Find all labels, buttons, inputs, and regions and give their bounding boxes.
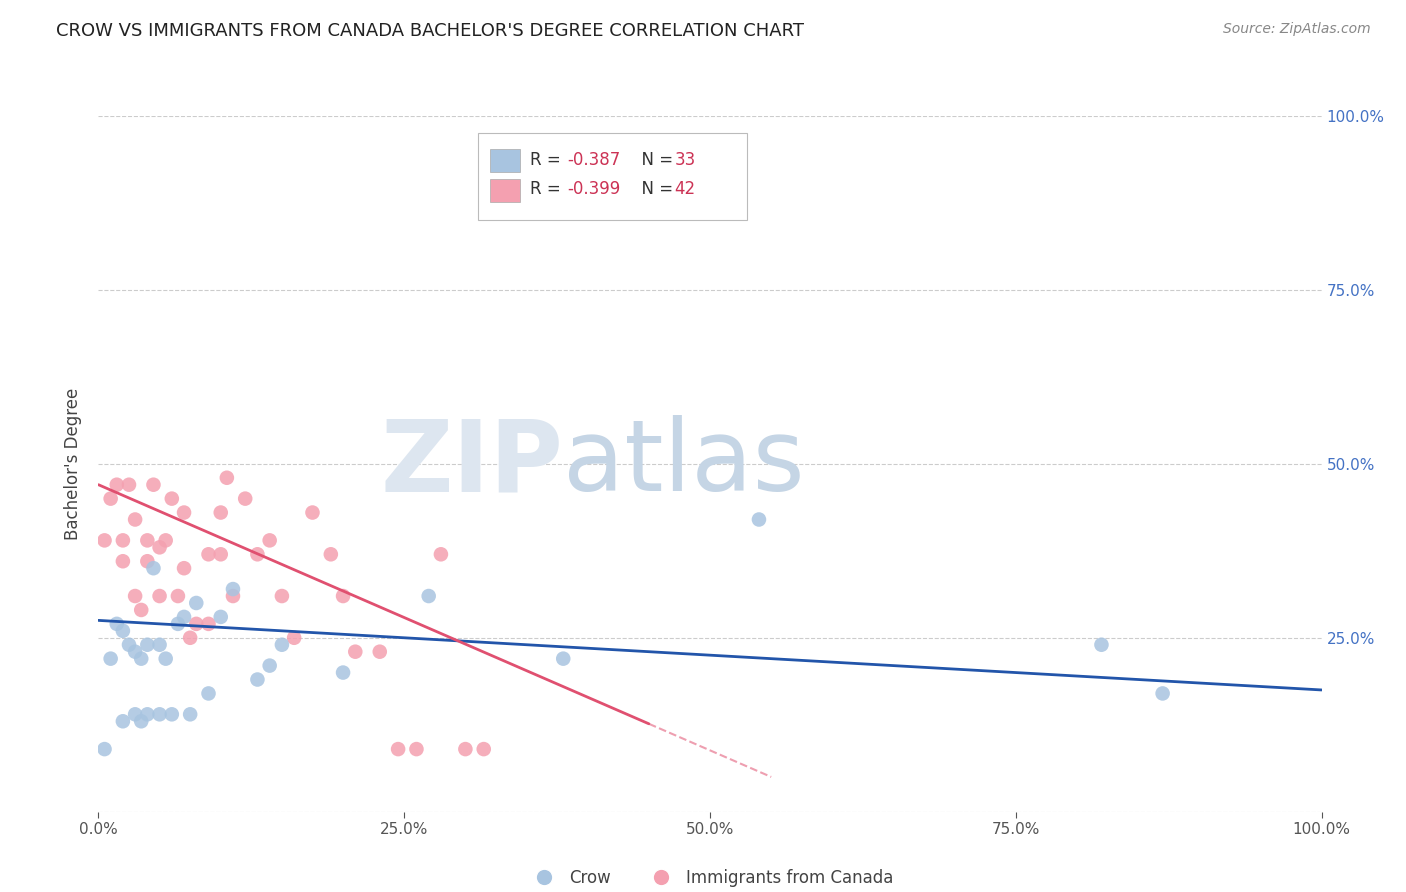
Point bbox=[270, 638, 294, 652]
Point bbox=[1090, 638, 1112, 652]
Point bbox=[105, 616, 128, 631]
Point bbox=[319, 547, 342, 561]
Point bbox=[553, 651, 575, 665]
Point bbox=[283, 631, 305, 645]
Point bbox=[197, 616, 219, 631]
FancyBboxPatch shape bbox=[478, 134, 747, 220]
Text: -0.399: -0.399 bbox=[567, 180, 620, 198]
Point bbox=[387, 742, 409, 756]
Text: 42: 42 bbox=[675, 180, 696, 198]
Point bbox=[332, 589, 354, 603]
Point bbox=[149, 707, 172, 722]
Point bbox=[222, 589, 245, 603]
Point bbox=[179, 707, 201, 722]
Point bbox=[215, 471, 238, 485]
Point bbox=[270, 589, 294, 603]
Point bbox=[118, 477, 141, 491]
Point bbox=[222, 582, 245, 596]
Text: Source: ZipAtlas.com: Source: ZipAtlas.com bbox=[1223, 22, 1371, 37]
Point bbox=[149, 638, 172, 652]
Point bbox=[155, 651, 177, 665]
Point bbox=[173, 561, 195, 575]
Point bbox=[100, 491, 122, 506]
Point bbox=[246, 673, 269, 687]
Text: atlas: atlas bbox=[564, 416, 804, 512]
Point bbox=[259, 533, 281, 548]
Point bbox=[246, 547, 269, 561]
Point bbox=[124, 645, 146, 659]
Point bbox=[129, 651, 152, 665]
Point bbox=[418, 589, 440, 603]
Point bbox=[160, 491, 183, 506]
Point bbox=[405, 742, 427, 756]
Point bbox=[233, 491, 256, 506]
Point bbox=[430, 547, 453, 561]
Point bbox=[186, 596, 208, 610]
Point bbox=[136, 554, 159, 568]
Point bbox=[111, 554, 134, 568]
Text: R =: R = bbox=[530, 151, 567, 169]
Text: 33: 33 bbox=[675, 151, 696, 169]
Point bbox=[124, 589, 146, 603]
Point bbox=[100, 651, 122, 665]
Point bbox=[129, 714, 152, 729]
Text: R =: R = bbox=[530, 180, 567, 198]
Text: N =: N = bbox=[630, 180, 678, 198]
Point bbox=[111, 714, 134, 729]
Point bbox=[209, 610, 232, 624]
Bar bbox=[489, 178, 520, 202]
Legend: Crow, Immigrants from Canada: Crow, Immigrants from Canada bbox=[520, 863, 900, 892]
Bar bbox=[489, 149, 520, 172]
Point bbox=[197, 547, 219, 561]
Point bbox=[93, 742, 115, 756]
Point bbox=[259, 658, 281, 673]
Point bbox=[368, 645, 391, 659]
Point bbox=[472, 742, 495, 756]
Point bbox=[149, 589, 172, 603]
Point bbox=[167, 589, 190, 603]
Text: ZIP: ZIP bbox=[381, 416, 564, 512]
Y-axis label: Bachelor's Degree: Bachelor's Degree bbox=[65, 388, 83, 540]
Point bbox=[173, 506, 195, 520]
Point bbox=[124, 707, 146, 722]
Point bbox=[105, 477, 128, 491]
Point bbox=[1152, 686, 1174, 700]
Point bbox=[167, 616, 190, 631]
Point bbox=[209, 547, 232, 561]
Point bbox=[136, 533, 159, 548]
Point bbox=[160, 707, 183, 722]
Point bbox=[155, 533, 177, 548]
Point bbox=[136, 638, 159, 652]
Point bbox=[111, 533, 134, 548]
Point bbox=[111, 624, 134, 638]
Point bbox=[301, 506, 323, 520]
Point bbox=[186, 616, 208, 631]
Point bbox=[332, 665, 354, 680]
Point bbox=[454, 742, 477, 756]
Point bbox=[149, 541, 172, 555]
Point bbox=[197, 686, 219, 700]
Point bbox=[344, 645, 367, 659]
Point bbox=[118, 638, 141, 652]
Point bbox=[124, 512, 146, 526]
Point bbox=[142, 477, 165, 491]
Point bbox=[173, 610, 195, 624]
Point bbox=[136, 707, 159, 722]
Point bbox=[129, 603, 152, 617]
Text: -0.387: -0.387 bbox=[567, 151, 620, 169]
Text: CROW VS IMMIGRANTS FROM CANADA BACHELOR'S DEGREE CORRELATION CHART: CROW VS IMMIGRANTS FROM CANADA BACHELOR'… bbox=[56, 22, 804, 40]
Text: N =: N = bbox=[630, 151, 678, 169]
Point bbox=[179, 631, 201, 645]
Point bbox=[748, 512, 770, 526]
Point bbox=[142, 561, 165, 575]
Point bbox=[93, 533, 115, 548]
Point bbox=[209, 506, 232, 520]
